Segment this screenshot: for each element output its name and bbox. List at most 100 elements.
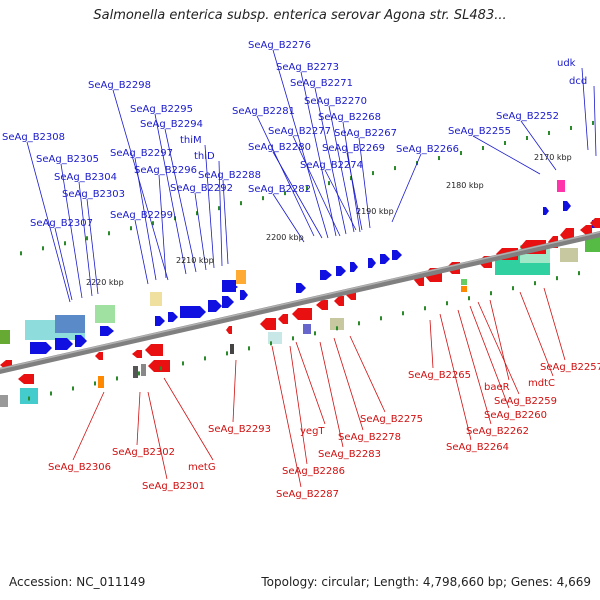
gene-label-reverse: SeAg_B2262	[466, 426, 529, 437]
forward-gene	[168, 312, 178, 322]
forward-gene	[392, 250, 402, 260]
leader-line-forward	[391, 153, 422, 223]
gene-label-reverse: SeAg_B2283	[318, 449, 381, 460]
gene-label-forward: SeAg_B2303	[62, 189, 125, 200]
tick-inner	[292, 336, 294, 341]
leader-line-forward	[256, 115, 315, 237]
tick-outer	[372, 171, 374, 176]
tick-outer	[460, 151, 462, 156]
gene-label-reverse: SeAg_B2257	[540, 362, 600, 373]
tick-inner	[248, 346, 250, 351]
leader-line-forward	[60, 163, 83, 299]
tick-outer	[130, 226, 132, 231]
leader-line-forward	[204, 144, 215, 269]
reverse-gene	[18, 374, 34, 384]
tick-inner	[468, 296, 470, 301]
gene-label-forward: SeAg_B2266	[396, 144, 459, 155]
leader-line-forward	[26, 141, 71, 303]
leader-line-reverse	[295, 341, 326, 425]
tick-outer	[548, 130, 550, 135]
gene-label-reverse: SeAg_B2259	[494, 396, 557, 407]
topology-text: Topology: circular; Length: 4,798,660 bp…	[261, 575, 591, 589]
gene-label-reverse: yegT	[300, 426, 325, 437]
tick-outer	[482, 146, 484, 151]
forward-gene	[208, 300, 222, 312]
accession-text: Accession: NC_011149	[9, 575, 146, 589]
kbp-tick-label: 2220 kbp	[86, 278, 124, 287]
leader-line-reverse	[457, 309, 492, 425]
tick-outer	[328, 181, 330, 186]
tick-outer	[64, 241, 66, 246]
tick-inner	[336, 326, 338, 331]
tick-outer	[218, 206, 220, 211]
reverse-gene	[95, 352, 103, 360]
leader-line-forward	[164, 128, 197, 273]
tick-inner	[534, 281, 536, 286]
forward-gene	[226, 283, 238, 291]
leader-line-forward	[472, 135, 541, 175]
forward-gene	[180, 306, 206, 318]
genome-backbone	[0, 231, 600, 374]
gene-label-reverse: SeAg_B2260	[484, 410, 547, 421]
gene-label-reverse: SeAg_B2264	[446, 442, 509, 453]
tick-inner	[28, 396, 30, 401]
reverse-gene	[145, 344, 163, 356]
leader-line-reverse	[477, 301, 520, 395]
tick-inner	[50, 391, 52, 396]
gene-labels: 2170 kbp 2180 kbp 2190 kbp 2200 kbp 2210 kbp…	[2, 40, 600, 500]
leader-line-reverse	[72, 391, 105, 461]
feature-band	[585, 236, 600, 252]
reverse-gene	[580, 225, 592, 235]
gene-label-reverse: SeAg_B2278	[338, 432, 401, 443]
tick-inner	[138, 371, 140, 376]
leader-line-forward	[593, 85, 597, 157]
leader-line-forward	[86, 198, 99, 295]
gene-label-forward: SeAg_B2270	[304, 96, 367, 107]
reverse-gene	[260, 318, 276, 330]
genome-title: Salmonella enterica subsp. enterica sero…	[93, 8, 507, 23]
feature-band	[0, 395, 8, 407]
feature-band	[560, 248, 578, 262]
gene-label-forward: SeAg_B2267	[334, 128, 397, 139]
gene-label-forward: SeAg_B2297	[110, 148, 173, 159]
leader-line-forward	[134, 219, 149, 285]
gene-label-forward: thiD	[194, 151, 215, 162]
tick-outer	[350, 176, 352, 181]
leader-line-reverse	[136, 391, 141, 446]
tick-outer	[108, 231, 110, 236]
forward-gene	[320, 270, 332, 280]
backbone-highlight	[0, 231, 600, 370]
forward-gene	[240, 290, 248, 300]
tick-outer	[86, 236, 88, 241]
tick-outer	[284, 191, 286, 196]
leader-line-forward	[272, 193, 305, 243]
gene-label-forward: SeAg_B2295	[130, 104, 193, 115]
reverse-gene	[292, 308, 312, 320]
gene-label-reverse: SeAg_B2293	[208, 424, 271, 435]
leader-line-forward	[346, 152, 363, 231]
gene-label-forward: SeAg_B2299	[110, 210, 173, 221]
feature-bands	[0, 236, 600, 407]
gene-label-forward: SeAg_B2274	[300, 160, 363, 171]
reverse-gene	[226, 326, 232, 334]
tick-inner	[204, 356, 206, 361]
forward-gene	[30, 342, 52, 354]
backbone-line	[0, 231, 600, 374]
feature-band	[150, 292, 162, 306]
gene-label-forward: SeAg_B2308	[2, 132, 65, 143]
leader-line-reverse	[349, 335, 386, 413]
tick-outer	[20, 251, 22, 256]
leader-line-forward	[292, 135, 341, 237]
tick-inner	[402, 311, 404, 316]
label-leader-lines	[26, 49, 597, 488]
gene-label-forward: SeAg_B2277	[268, 126, 331, 137]
leader-line-forward	[222, 179, 229, 265]
tick-inner	[226, 351, 228, 356]
gene-label-forward: SeAg_B2276	[248, 40, 311, 51]
feature-band	[0, 330, 10, 344]
forward-gene	[563, 201, 571, 211]
reverse-gene	[148, 360, 170, 372]
tick-inner	[380, 316, 382, 321]
tick-outer	[394, 166, 396, 171]
